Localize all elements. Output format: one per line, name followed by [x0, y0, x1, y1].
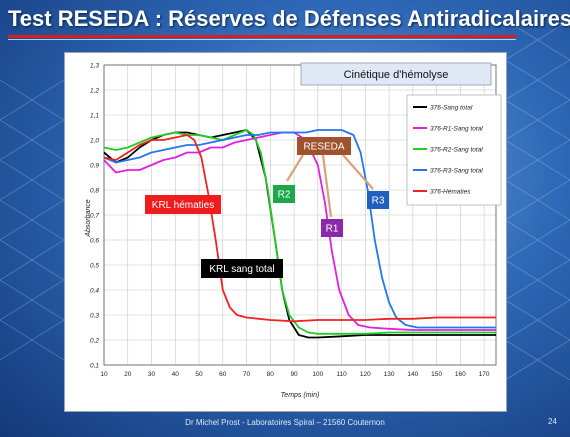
y-tick-label: 1,3 [90, 63, 99, 70]
hemolysis-chart: 0,10,20,30,40,50,60,70,80,91,01,11,21,3 … [85, 62, 502, 399]
chart-series [103, 129, 496, 339]
annotation-box [367, 191, 389, 209]
x-tick-label: 110 [336, 371, 347, 378]
x-tick-label: 90 [290, 371, 298, 378]
annotation-box [297, 137, 351, 155]
title-underline [8, 35, 516, 38]
plot-frame [103, 64, 497, 366]
chart-title-box [300, 62, 492, 86]
y-tick-label: 0,3 [90, 313, 99, 320]
series-line [103, 129, 496, 329]
x-tick-label: 30 [148, 371, 156, 378]
annotation-label: KRL hématies [152, 200, 214, 211]
x-tick-label: 40 [172, 371, 180, 378]
slide-page-number: 24 [548, 417, 557, 426]
arrow-to-r1 [321, 154, 333, 218]
reseda-arrows [286, 154, 374, 218]
annotation-label: R3 [372, 196, 385, 207]
annotation-label: R1 [326, 224, 339, 235]
x-tick-label: 60 [219, 371, 227, 378]
x-axis-ticks: 10 20 30 40 50 60 70 80 90 100 110 120 130 140 150 160 1… [100, 371, 490, 378]
chart-title: Cinétique d'hémolyse [344, 69, 449, 81]
annotation-box [201, 259, 283, 278]
legend-entry: 376-Sang total [430, 105, 473, 112]
x-tick-label: 150 [431, 371, 442, 378]
y-tick-label: 0,8 [90, 188, 99, 195]
x-tick-label: 140 [407, 371, 418, 378]
x-tick-label: 170 [479, 371, 490, 378]
x-tick-label: 20 [124, 371, 132, 378]
y-tick-label: 0,5 [90, 263, 99, 270]
title-underline-highlight [8, 39, 516, 40]
annotation-label: R2 [278, 190, 291, 201]
annotation-box [273, 185, 295, 203]
y-tick-label: 0,9 [90, 163, 99, 170]
x-tick-label: 160 [455, 371, 466, 378]
annotation-label: RESEDA [303, 142, 344, 153]
y-tick-label: 1,1 [90, 113, 99, 120]
slide-title: Test RESEDA : Réserves de Défenses Antir… [8, 6, 570, 31]
x-tick-label: 130 [384, 371, 395, 378]
annotation-label: KRL sang total [209, 264, 274, 275]
series-line [103, 129, 496, 335]
x-tick-label: 100 [312, 371, 323, 378]
y-tick-label: 0,1 [90, 363, 99, 370]
arrow-to-r3 [342, 154, 374, 190]
annotation-box [145, 195, 221, 214]
y-tick-label: 0,4 [90, 288, 99, 295]
y-tick-label: 0,6 [90, 238, 99, 245]
legend-entry: 376-Hématies [430, 189, 471, 196]
chart-panel: 0,1 0,2 0,3 0,4 0,5 0,6 0,7 0,8 0,9 1,0 1,1 1,2 1,3 … [64, 52, 507, 412]
x-tick-label: 80 [267, 371, 275, 378]
y-tick-label: 1,2 [90, 88, 99, 95]
legend-entry: 376-R2-Sang total [430, 147, 483, 154]
x-axis-label: Temps (min) [281, 392, 320, 399]
y-axis-ticks: 0,1 0,2 0,3 0,4 0,5 0,6 0,7 0,8 0,9 1,0 1,1 1,2 1,3 [90, 63, 99, 370]
y-axis-label: Absorbance [85, 199, 92, 237]
x-tick-label: 120 [360, 371, 371, 378]
legend-entry: 376-R3-Sang total [430, 168, 483, 175]
x-tick-label: 10 [100, 371, 108, 378]
y-tick-label: 0,7 [90, 213, 99, 220]
x-tick-label: 50 [195, 371, 203, 378]
series-line [103, 134, 496, 323]
y-tick-label: 0,2 [90, 338, 99, 345]
slide-footer: Dr Michel Prost - Laboratoires Spiral – … [185, 418, 385, 427]
x-tick-label: 70 [243, 371, 251, 378]
y-tick-label: 1,0 [90, 138, 99, 145]
legend-entry: 376-R1-Sang total [430, 126, 483, 133]
arrow-to-r2 [286, 154, 304, 182]
annotation-box [321, 219, 343, 237]
chart-annotations: KRL hématies KRL sang total R2 RESEDA R1 R3 [145, 137, 389, 278]
chart-legend: 376-Sang total 376-R1-Sang total 376-R2-Sa… [413, 105, 483, 196]
